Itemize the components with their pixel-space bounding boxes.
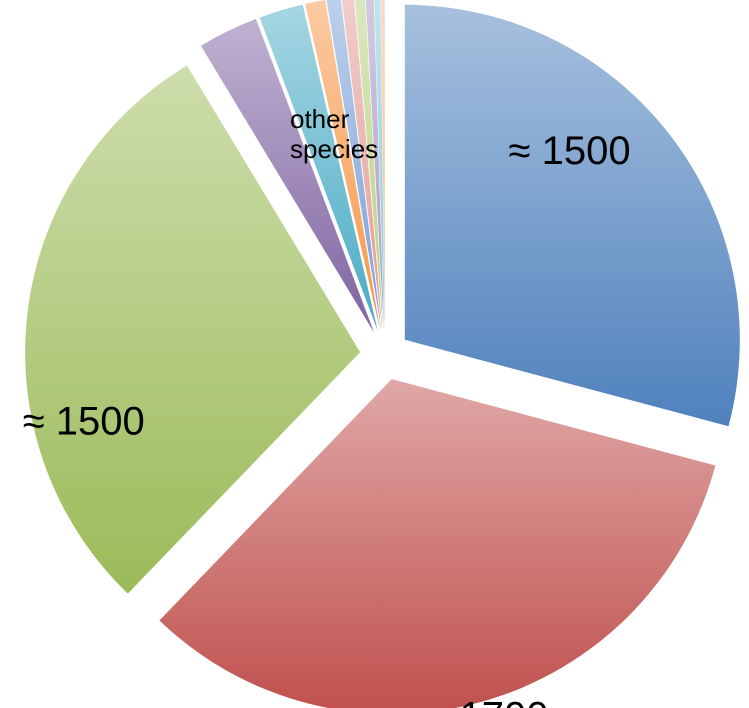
pie-slice bbox=[159, 379, 716, 708]
pie-slice bbox=[404, 4, 740, 427]
pie-slice bbox=[305, 0, 381, 331]
annotation: other species bbox=[290, 104, 379, 164]
pie-slice bbox=[365, 0, 384, 331]
data-label: ≈ 1500 bbox=[23, 400, 145, 444]
pie-slice bbox=[374, 0, 385, 331]
data-label: ≈ 1700 bbox=[426, 695, 548, 708]
pie-slice bbox=[25, 65, 361, 594]
data-label: ≈ 1500 bbox=[509, 129, 631, 173]
pie-slice bbox=[354, 0, 384, 331]
pie-slice bbox=[200, 19, 375, 333]
pie-slice bbox=[341, 0, 383, 331]
pie-slice bbox=[326, 0, 382, 331]
pie-slice bbox=[380, 0, 385, 330]
pie-slice bbox=[259, 4, 378, 332]
